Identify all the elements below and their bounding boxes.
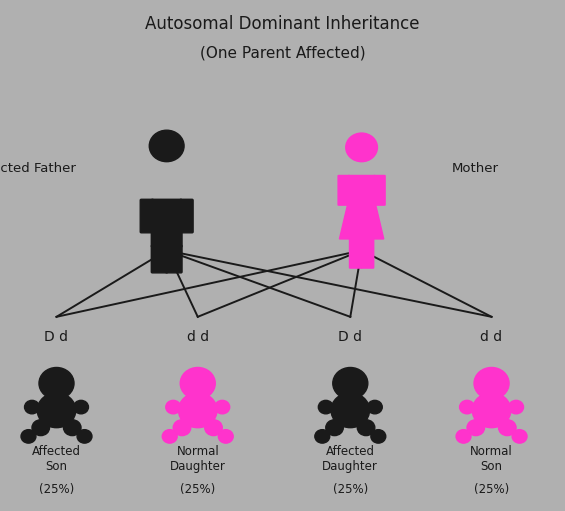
Circle shape (357, 420, 375, 435)
Text: (One Parent Affected): (One Parent Affected) (199, 46, 366, 61)
Circle shape (162, 430, 177, 443)
Circle shape (498, 420, 516, 435)
FancyBboxPatch shape (338, 175, 350, 205)
Text: (25%): (25%) (474, 483, 509, 496)
Circle shape (318, 400, 333, 414)
FancyBboxPatch shape (151, 199, 182, 247)
Circle shape (39, 367, 74, 399)
FancyBboxPatch shape (151, 245, 168, 273)
Text: Normal
Son: Normal Son (470, 445, 513, 473)
FancyBboxPatch shape (362, 239, 373, 268)
Circle shape (218, 430, 233, 443)
Text: d d: d d (480, 330, 503, 343)
Text: d d: d d (349, 230, 374, 245)
Circle shape (205, 420, 222, 435)
Text: D d: D d (154, 230, 180, 245)
Circle shape (149, 130, 184, 161)
FancyBboxPatch shape (373, 175, 385, 205)
Text: Autosomal Dominant Inheritance: Autosomal Dominant Inheritance (145, 15, 420, 33)
Text: D d: D d (45, 330, 68, 343)
Circle shape (346, 133, 377, 161)
Circle shape (472, 393, 511, 428)
FancyBboxPatch shape (180, 199, 193, 233)
Circle shape (180, 367, 215, 399)
Polygon shape (340, 199, 384, 239)
Text: Mother: Mother (452, 162, 499, 175)
Circle shape (315, 430, 330, 443)
Circle shape (173, 420, 191, 435)
Circle shape (179, 393, 217, 428)
Circle shape (63, 420, 81, 435)
Circle shape (331, 393, 370, 428)
Circle shape (24, 400, 40, 414)
Circle shape (456, 430, 471, 443)
Circle shape (21, 430, 36, 443)
Text: d d: d d (186, 330, 209, 343)
Circle shape (459, 400, 475, 414)
Circle shape (326, 420, 344, 435)
Text: Affected Father: Affected Father (0, 162, 76, 175)
FancyBboxPatch shape (166, 245, 182, 273)
Circle shape (37, 393, 76, 428)
Circle shape (508, 400, 524, 414)
Circle shape (32, 420, 50, 435)
Circle shape (474, 367, 509, 399)
Circle shape (371, 430, 386, 443)
Text: Affected
Daughter: Affected Daughter (323, 445, 378, 473)
Circle shape (333, 367, 368, 399)
Text: (25%): (25%) (39, 483, 74, 496)
FancyBboxPatch shape (349, 175, 375, 199)
Text: (25%): (25%) (180, 483, 215, 496)
Circle shape (73, 400, 89, 414)
Circle shape (166, 400, 181, 414)
Text: (25%): (25%) (333, 483, 368, 496)
Text: Affected
Son: Affected Son (32, 445, 81, 473)
FancyBboxPatch shape (350, 239, 362, 268)
Text: Normal
Daughter: Normal Daughter (170, 445, 225, 473)
Circle shape (215, 400, 230, 414)
FancyBboxPatch shape (140, 199, 154, 233)
Circle shape (512, 430, 527, 443)
Circle shape (367, 400, 383, 414)
Circle shape (77, 430, 92, 443)
Circle shape (467, 420, 485, 435)
Text: D d: D d (338, 330, 362, 343)
